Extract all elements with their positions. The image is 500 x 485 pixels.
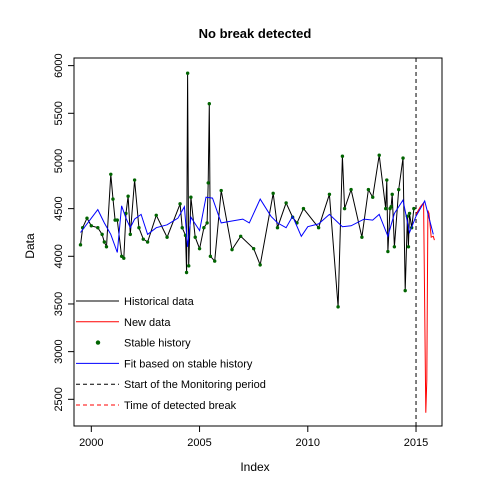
- data-point: [389, 205, 393, 209]
- data-point: [208, 254, 213, 259]
- data-point: [377, 153, 381, 157]
- data-point: [342, 206, 347, 211]
- data-point: [384, 206, 388, 211]
- data-point: [141, 237, 145, 241]
- data-point: [301, 206, 306, 211]
- data-point: [360, 235, 364, 239]
- data-point: [102, 240, 107, 244]
- series-line-new-data: [415, 201, 435, 413]
- data-point: [207, 102, 211, 106]
- data-point: [401, 156, 405, 160]
- data-point: [197, 246, 202, 251]
- data-point: [327, 192, 332, 197]
- data-point: [275, 225, 280, 230]
- legend-label: Fit based on stable history: [124, 358, 253, 370]
- legend-label: Time of detected break: [124, 400, 237, 412]
- x-tick-label: 2000: [79, 437, 103, 449]
- data-point: [189, 195, 193, 199]
- data-point: [386, 249, 390, 254]
- series-line-fit-based-on-stable-history: [80, 196, 434, 253]
- data-point: [316, 225, 321, 230]
- data-point: [165, 235, 169, 239]
- data-point: [366, 187, 371, 192]
- data-point: [406, 245, 411, 249]
- data-point: [403, 288, 407, 293]
- data-point: [238, 234, 243, 238]
- x-tick-label: 2005: [187, 437, 211, 449]
- data-point: [180, 225, 184, 230]
- data-point: [111, 197, 115, 201]
- y-tick-label: 4500: [53, 196, 65, 220]
- data-point: [89, 224, 94, 228]
- data-point: [78, 243, 83, 247]
- plot-area: [78, 58, 435, 426]
- legend-swatch: [95, 340, 101, 345]
- data-point: [137, 225, 141, 230]
- data-point: [258, 263, 262, 267]
- x-axis-label: Index: [240, 460, 269, 474]
- data-point: [126, 194, 130, 198]
- data-point: [100, 232, 104, 237]
- data-point: [230, 247, 234, 252]
- axes: 2000 2005 2010 2015 2500 3000 3500 4000 4500 5000…: [53, 53, 428, 449]
- data-point: [385, 178, 389, 182]
- data-point: [336, 305, 340, 309]
- y-tick-label: 3000: [53, 339, 65, 363]
- legend: Historical data New data Stable history Fit…: [76, 296, 266, 412]
- data-point: [392, 245, 397, 249]
- legend-label: Start of the Monitoring period: [124, 379, 266, 391]
- data-point: [219, 188, 223, 193]
- legend-label: New data: [124, 317, 171, 329]
- y-tick-label: 5500: [53, 101, 65, 125]
- x-tick-label: 2010: [296, 437, 320, 449]
- data-point: [154, 213, 158, 218]
- y-tick-label: 2500: [53, 387, 65, 411]
- data-point: [205, 221, 209, 225]
- data-point: [115, 218, 119, 222]
- legend-label: Stable history: [124, 338, 191, 350]
- y-tick-label: 3500: [53, 292, 65, 316]
- data-point: [271, 191, 275, 196]
- legend-label: Historical data: [124, 296, 195, 308]
- chart-title: No break detected: [199, 26, 312, 41]
- data-point: [349, 187, 353, 192]
- x-tick-label: 2015: [404, 437, 428, 449]
- data-point: [187, 264, 191, 268]
- plot-frame: [73, 57, 443, 427]
- data-point: [128, 232, 132, 237]
- data-point: [412, 206, 416, 211]
- data-point: [96, 225, 100, 230]
- data-point: [202, 225, 206, 230]
- data-point: [407, 211, 412, 216]
- data-point: [184, 270, 189, 275]
- data-point: [178, 202, 182, 206]
- data-point: [371, 195, 375, 199]
- y-tick-label: 4000: [53, 244, 65, 268]
- data-point: [85, 216, 89, 220]
- data-point: [104, 245, 109, 249]
- data-point: [109, 172, 113, 177]
- data-point: [397, 187, 401, 192]
- data-point: [213, 259, 217, 263]
- data-point: [390, 192, 394, 197]
- y-tick-label: 6000: [53, 53, 65, 77]
- data-point: [122, 256, 126, 260]
- data-point: [132, 178, 137, 182]
- data-point: [206, 181, 210, 185]
- y-tick-label: 5000: [53, 149, 65, 173]
- series-line-historical-data: [80, 73, 415, 307]
- data-point: [193, 235, 197, 239]
- data-point: [284, 201, 288, 205]
- y-axis-label: Data: [23, 233, 37, 259]
- data-point: [251, 246, 256, 251]
- data-point: [145, 240, 150, 244]
- data-point: [340, 154, 345, 158]
- data-point: [185, 71, 190, 75]
